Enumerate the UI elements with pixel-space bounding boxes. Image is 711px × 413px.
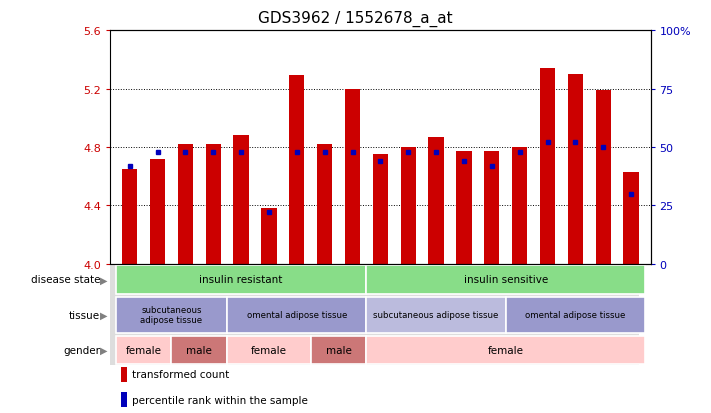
Text: percentile rank within the sample: percentile rank within the sample [132,394,308,405]
Bar [171,336,228,364]
Text: tissue: tissue [69,310,100,320]
Bar [178,145,193,264]
Bar [228,336,311,364]
Text: omental adipose tissue: omental adipose tissue [525,311,626,319]
Bar [373,155,388,264]
Bar [400,147,416,264]
Bar [262,209,277,264]
Bar [506,297,645,333]
Bar [233,136,249,264]
Bar [345,89,360,264]
Bar [116,266,366,294]
Bar [366,336,645,364]
Text: ▶: ▶ [100,345,107,355]
Bar [311,336,366,364]
Bar [289,76,304,264]
Text: female: female [488,345,524,355]
Text: disease state: disease state [31,275,100,285]
Bar [366,266,645,294]
Bar [205,145,221,264]
Bar [121,392,127,407]
Text: female: female [126,345,161,355]
Text: male: male [326,345,351,355]
Bar [366,297,506,333]
Text: GDS3962 / 1552678_a_at: GDS3962 / 1552678_a_at [258,10,453,26]
Text: omental adipose tissue: omental adipose tissue [247,311,347,319]
Bar [121,367,127,382]
Bar [596,91,611,264]
Bar [116,297,228,333]
Bar [116,336,171,364]
Bar [456,152,471,264]
Text: subcutaneous adipose tissue: subcutaneous adipose tissue [373,311,499,319]
Bar [567,75,583,264]
Bar [317,145,332,264]
Text: insulin resistant: insulin resistant [199,275,283,285]
Bar [624,173,638,264]
Text: insulin sensitive: insulin sensitive [464,275,548,285]
Bar [228,297,366,333]
Bar [429,138,444,264]
Text: transformed count: transformed count [132,370,229,380]
Text: male: male [186,345,213,355]
Bar [122,169,137,264]
Text: subcutaneous
adipose tissue: subcutaneous adipose tissue [140,305,203,325]
Bar [512,147,528,264]
Bar [484,152,499,264]
Text: ▶: ▶ [100,275,107,285]
Bar [540,69,555,264]
Text: ▶: ▶ [100,310,107,320]
Bar [150,159,165,264]
Text: gender: gender [63,345,100,355]
Text: female: female [251,345,287,355]
